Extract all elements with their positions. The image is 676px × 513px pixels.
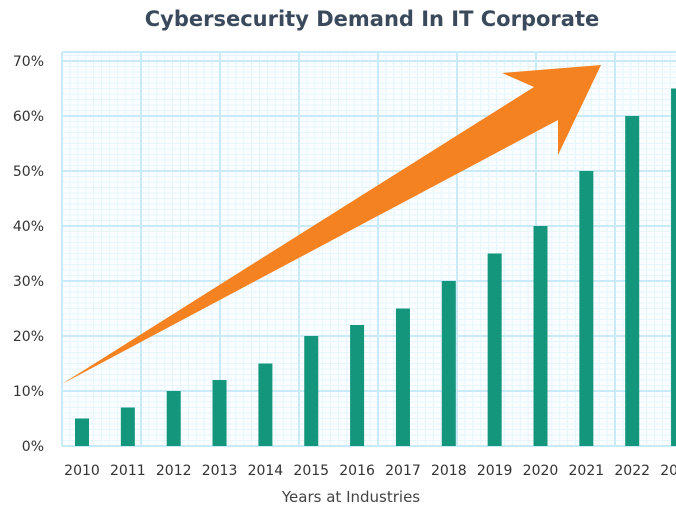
x-tick-label: 2021 — [569, 463, 605, 479]
bar-2014 — [258, 363, 273, 446]
x-tick-label: 2015 — [293, 463, 329, 479]
y-tick-label: 20% — [13, 329, 44, 345]
x-tick-label: 2012 — [156, 463, 192, 479]
y-axis: 0% 10% 20% 30% 40% 50% 60% 70% — [13, 54, 44, 455]
bar-2017 — [395, 308, 410, 446]
x-tick-label: 2010 — [64, 463, 100, 479]
x-tick-label: 2020 — [523, 463, 559, 479]
bar-2021 — [579, 171, 594, 446]
x-tick-label: 2018 — [431, 463, 467, 479]
x-tick-label: 2022 — [614, 463, 650, 479]
bars — [75, 88, 676, 446]
bar-2011 — [120, 407, 135, 446]
y-tick-label: 40% — [13, 219, 44, 235]
bar-2013 — [212, 380, 227, 446]
y-tick-label: 50% — [13, 164, 44, 180]
y-tick-label: 70% — [13, 54, 44, 70]
bar-2012 — [166, 391, 181, 446]
x-tick-label: 2017 — [385, 463, 421, 479]
y-tick-label: 0% — [22, 439, 44, 455]
bar-2010 — [75, 418, 89, 446]
bar-2022 — [625, 116, 640, 446]
bar-2023 — [671, 88, 676, 446]
x-axis-label: Years at Industries — [281, 488, 420, 506]
bar-2015 — [304, 336, 319, 446]
x-tick-label: 2023 — [660, 463, 676, 479]
bar-2020 — [533, 226, 548, 446]
bar-2018 — [441, 281, 456, 446]
y-tick-label: 60% — [13, 109, 44, 125]
bar-2019 — [487, 253, 502, 446]
y-tick-label: 30% — [13, 274, 44, 290]
y-tick-label: 10% — [13, 384, 44, 400]
trend-arrow — [62, 65, 601, 384]
x-tick-label: 2019 — [477, 463, 513, 479]
x-tick-label: 2014 — [248, 463, 284, 479]
x-tick-label: 2011 — [110, 463, 146, 479]
x-tick-label: 2013 — [202, 463, 238, 479]
chart-title: Cybersecurity Demand In IT Corporate — [145, 7, 599, 31]
bar-2016 — [350, 325, 365, 446]
x-tick-label: 2016 — [339, 463, 375, 479]
x-axis: 2010 2011 2012 2013 2014 2015 2016 2017 2018 2019… — [64, 463, 676, 479]
